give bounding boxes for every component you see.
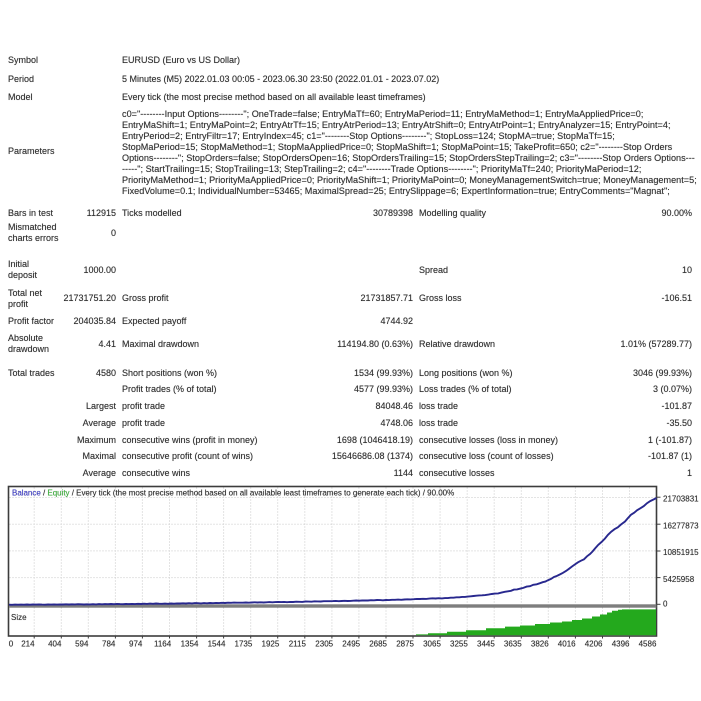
svg-text:2875: 2875 — [396, 640, 414, 649]
svg-text:1735: 1735 — [235, 640, 253, 649]
svg-text:1164: 1164 — [154, 640, 172, 649]
svg-text:4586: 4586 — [639, 640, 657, 649]
svg-text:3635: 3635 — [504, 640, 522, 649]
svg-text:594: 594 — [75, 640, 89, 649]
svg-text:2685: 2685 — [369, 640, 387, 649]
svg-text:4016: 4016 — [558, 640, 576, 649]
svg-text:3065: 3065 — [423, 640, 441, 649]
svg-text:784: 784 — [102, 640, 116, 649]
svg-text:974: 974 — [129, 640, 143, 649]
svg-text:0: 0 — [663, 600, 668, 609]
svg-text:1544: 1544 — [208, 640, 226, 649]
svg-text:4396: 4396 — [612, 640, 630, 649]
svg-text:3826: 3826 — [531, 640, 549, 649]
svg-text:1925: 1925 — [262, 640, 280, 649]
svg-text:1354: 1354 — [181, 640, 199, 649]
svg-text:Size: Size — [11, 613, 27, 622]
svg-text:Balance / Equity / Every tick: Balance / Equity / Every tick (the most … — [12, 489, 454, 498]
svg-text:10851915: 10851915 — [663, 548, 699, 557]
svg-text:2115: 2115 — [289, 640, 307, 649]
svg-text:5425958: 5425958 — [663, 575, 695, 584]
svg-text:4206: 4206 — [585, 640, 603, 649]
svg-text:214: 214 — [21, 640, 35, 649]
svg-text:21703831: 21703831 — [663, 494, 699, 503]
svg-text:0: 0 — [9, 640, 14, 649]
svg-text:3255: 3255 — [450, 640, 468, 649]
svg-text:3445: 3445 — [477, 640, 495, 649]
svg-text:404: 404 — [48, 640, 62, 649]
svg-text:2305: 2305 — [315, 640, 333, 649]
svg-text:16277873: 16277873 — [663, 521, 699, 530]
svg-text:2495: 2495 — [342, 640, 360, 649]
